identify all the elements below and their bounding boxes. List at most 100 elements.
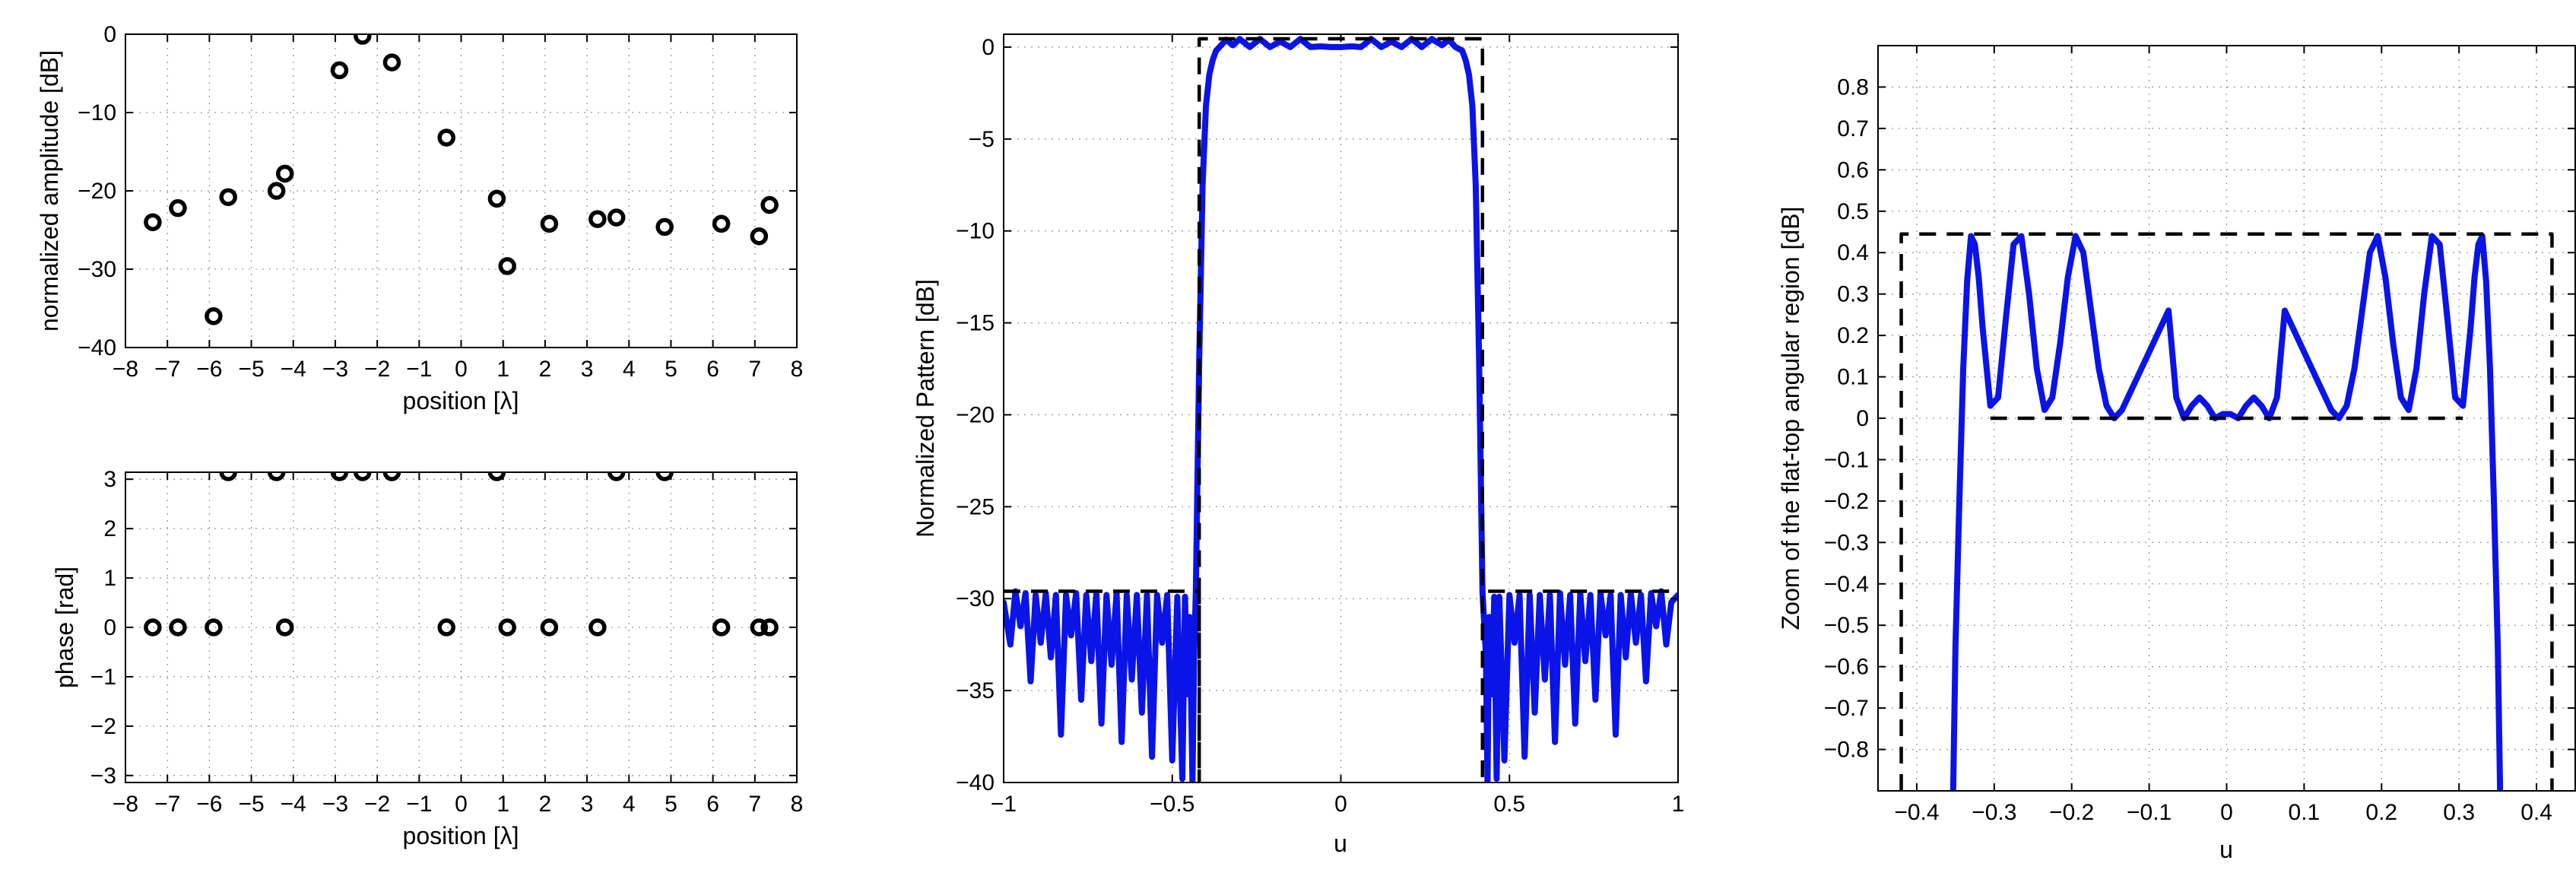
phase-data-point <box>205 618 223 636</box>
amplitude-data-point <box>655 217 674 236</box>
phase-data-point <box>760 618 779 636</box>
zoom-y-axis-label: Zoom of the flat-top angular region [dB] <box>1777 207 1804 630</box>
amplitude-x-tick-label: 6 <box>706 357 719 382</box>
phase-data-point <box>607 472 626 481</box>
phase-y-tick-label: 3 <box>103 467 116 492</box>
zoom-pattern-line <box>1949 233 2504 791</box>
pattern-x-tick-label: −1 <box>991 792 1017 817</box>
phase-x-tick-label: −3 <box>322 792 348 817</box>
amplitude-x-tick-label: 2 <box>539 357 552 382</box>
amplitude-x-tick-label: −1 <box>406 357 432 382</box>
phase-data-point <box>275 618 294 636</box>
phase-y-tick-label: −3 <box>90 763 116 789</box>
zoom-lines <box>1899 232 2554 791</box>
phase-data-point <box>750 618 769 636</box>
amplitude-x-tick-label: −3 <box>322 357 348 382</box>
zoom-y-tick-label: −0.4 <box>1824 572 1869 597</box>
phase-x-tick-label: −6 <box>196 792 222 817</box>
phase-y-tick-label: −1 <box>90 665 116 690</box>
amplitude-x-tick-label: 7 <box>748 357 761 382</box>
zoom-x-tick-label: −0.2 <box>2049 800 2094 825</box>
phase-y-tick-label: 2 <box>103 516 116 541</box>
amplitude-x-tick-label: 8 <box>791 357 804 382</box>
amplitude-y-tick-label: −40 <box>78 335 116 360</box>
amplitude-data-point <box>219 188 237 206</box>
amplitude-x-axis-label: position [λ] <box>403 387 519 414</box>
zoom-x-axis-label: u <box>2219 836 2233 863</box>
zoom-y-tick-label: −0.6 <box>1824 655 1869 680</box>
phase-y-tick-label: 1 <box>103 566 116 591</box>
zoom-x-tick-label: 0.1 <box>2289 800 2321 825</box>
zoom-x-tick-label: 0.2 <box>2365 800 2397 825</box>
pattern-y-tick-label: −5 <box>969 127 995 152</box>
amplitude-data-point <box>712 214 731 233</box>
amplitude-data-point <box>750 227 769 246</box>
amplitude-y-tick-label: 0 <box>103 22 116 47</box>
amplitude-markers <box>144 34 779 325</box>
amplitude-data-point <box>588 210 607 228</box>
phase-data-point <box>487 472 506 481</box>
amplitude-data-point <box>382 53 401 71</box>
phase-x-tick-label: −5 <box>238 792 264 817</box>
phase-data-point <box>219 472 237 481</box>
pattern-x-tick-label: 0 <box>1334 792 1347 817</box>
phase-x-tick-label: −8 <box>113 792 138 817</box>
amplitude-x-tick-label: −5 <box>238 357 264 382</box>
phase-panel: −8 −7 −6 −5 −4 −3 −2 −1 0 1 2 3 4 5 6 7 8 −3 −2 −1 0 1 2 3 posi… <box>51 467 803 849</box>
amplitude-data-point <box>354 34 372 45</box>
zoom-x-tick-label: −0.1 <box>2127 800 2172 825</box>
zoom-y-tick-label: 0.3 <box>1837 282 1869 307</box>
pattern-pattern-line <box>1004 36 1678 782</box>
phase-x-axis-label: position [λ] <box>403 822 519 849</box>
amplitude-x-tick-label: −4 <box>281 357 306 382</box>
zoom-y-tick-label: 0.6 <box>1837 157 1869 183</box>
amplitude-data-point <box>437 129 455 147</box>
amplitude-data-point <box>487 189 506 208</box>
phase-x-tick-label: −7 <box>154 792 180 817</box>
zoom-mask-line <box>1899 232 2554 791</box>
pattern-ticks: −1 −0.5 0 0.5 1 −40 −35 −30 −25 −20 −15 −10 −5 0 <box>956 34 1684 817</box>
amplitude-x-tick-label: −7 <box>154 357 180 382</box>
phase-y-axis-label: phase [rad] <box>51 567 78 688</box>
phase-y-tick-label: 0 <box>103 615 116 640</box>
phase-data-point <box>354 472 372 481</box>
zoom-grid <box>1878 46 2575 791</box>
amplitude-x-tick-label: 1 <box>496 357 509 382</box>
zoom-x-tick-label: −0.3 <box>1972 800 2016 825</box>
zoom-x-tick-label: 0.4 <box>2520 800 2552 825</box>
pattern-x-tick-label: 1 <box>1672 792 1685 817</box>
amplitude-ticks: −8 −7 −6 −5 −4 −3 −2 −1 0 1 2 3 4 5 6 7 8−40−30−20−100 <box>78 22 803 382</box>
zoom-y-tick-label: 0.1 <box>1837 365 1869 390</box>
zoom-ticks: −0.4 −0.3 −0.2 −0.1 0 0.1 0.2 0.3 0.4 −0.8 −0.7 −0.… <box>1824 46 2575 825</box>
amplitude-y-tick-label: −10 <box>78 100 116 125</box>
pattern-x-tick-label: −0.5 <box>1150 792 1194 817</box>
phase-x-tick-label: 4 <box>623 792 636 817</box>
pattern-y-tick-label: −40 <box>956 770 995 795</box>
amplitude-data-point <box>267 182 286 200</box>
phase-y-tick-label: −2 <box>90 714 116 739</box>
phase-data-point <box>655 472 674 481</box>
phase-x-tick-label: 2 <box>539 792 552 817</box>
amplitude-y-tick-label: −30 <box>78 257 116 282</box>
phase-x-tick-label: 0 <box>455 792 468 817</box>
zoom-y-tick-label: −0.3 <box>1824 530 1869 555</box>
amplitude-data-point <box>540 214 559 233</box>
zoom-y-tick-label: 0 <box>1856 406 1869 431</box>
zoom-x-tick-label: 0.3 <box>2443 800 2475 825</box>
phase-data-point <box>144 618 162 636</box>
pattern-y-axis-label: Normalized Pattern [dB] <box>912 279 939 538</box>
amplitude-x-tick-label: 5 <box>665 357 677 382</box>
amplitude-y-axis-label: normalized amplitude [dB] <box>36 50 63 332</box>
pattern-y-tick-label: −35 <box>956 678 995 703</box>
amplitude-x-tick-label: −2 <box>364 357 390 382</box>
amplitude-panel: −8 −7 −6 −5 −4 −3 −2 −1 0 1 2 3 4 5 6 7 8−40−30−20−100 p… <box>36 22 803 414</box>
zoom-y-tick-label: 0.2 <box>1837 323 1869 348</box>
zoom-x-tick-label: 0 <box>2220 800 2233 825</box>
zoom-y-tick-label: −0.1 <box>1824 447 1869 472</box>
phase-x-tick-label: −2 <box>364 792 390 817</box>
pattern-y-tick-label: −20 <box>956 402 995 427</box>
amplitude-data-point <box>169 198 187 217</box>
phase-data-point <box>712 618 731 636</box>
zoom-x-tick-label: −0.4 <box>1894 800 1939 825</box>
